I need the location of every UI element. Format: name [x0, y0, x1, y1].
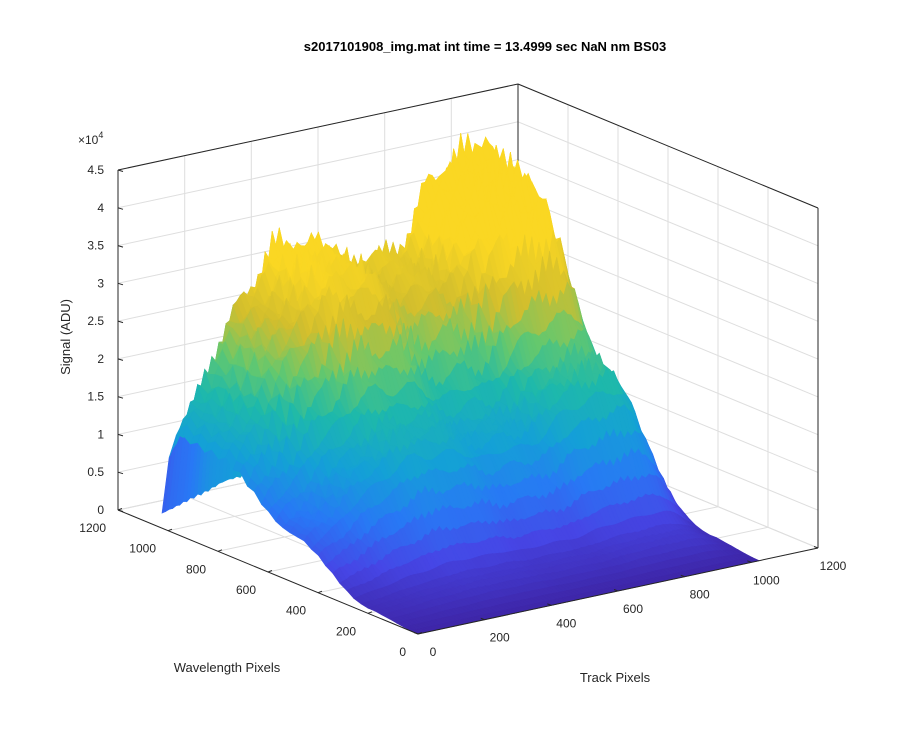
z-tick-label: 1	[97, 427, 104, 441]
y-tick-label: 1000	[129, 542, 156, 556]
y-tick-label: 200	[336, 624, 356, 638]
chart-title: s2017101908_img.mat int time = 13.4999 s…	[304, 39, 666, 54]
z-tick-label: 0	[97, 503, 104, 517]
z-tick-label: 1.5	[87, 390, 104, 404]
z-tick-label: 2.5	[87, 314, 104, 328]
x-tick-label: 1200	[820, 559, 847, 573]
z-tick-label: 4	[97, 201, 104, 215]
y-tick-label: 1200	[79, 521, 106, 535]
x-axis-label: Track Pixels	[580, 670, 651, 685]
y-tick-label: 800	[186, 562, 206, 576]
y-axis-ticks: 0 200 400 600 800 1000 1200	[79, 508, 423, 659]
x-tick-label: 800	[690, 588, 710, 602]
z-tick-label: 0.5	[87, 465, 104, 479]
y-tick-label: 600	[236, 583, 256, 597]
surface-plot	[161, 133, 761, 635]
z-tick-label: 4.5	[87, 163, 104, 177]
y-tick-label: 0	[399, 645, 406, 659]
z-axis-label: Signal (ADU)	[58, 299, 73, 375]
z-tick-label: 3.5	[87, 239, 104, 253]
z-axis-exponent: ×104	[78, 130, 103, 147]
y-axis-label: Wavelength Pixels	[174, 660, 281, 675]
x-tick-label: 400	[556, 616, 576, 630]
z-tick-label: 3	[97, 276, 104, 290]
x-tick-label: 1000	[753, 573, 780, 587]
x-axis-ticks: 0 200 400 600 800 1000 1200	[413, 546, 847, 659]
x-tick-label: 0	[430, 645, 437, 659]
z-axis-ticks: 0 0.5 1 1.5 2 2.5 3 3.5 4 4.5	[87, 163, 124, 517]
x-tick-label: 600	[623, 602, 643, 616]
x-tick-label: 200	[490, 631, 510, 645]
y-tick-label: 400	[286, 604, 306, 618]
z-tick-label: 2	[97, 352, 104, 366]
